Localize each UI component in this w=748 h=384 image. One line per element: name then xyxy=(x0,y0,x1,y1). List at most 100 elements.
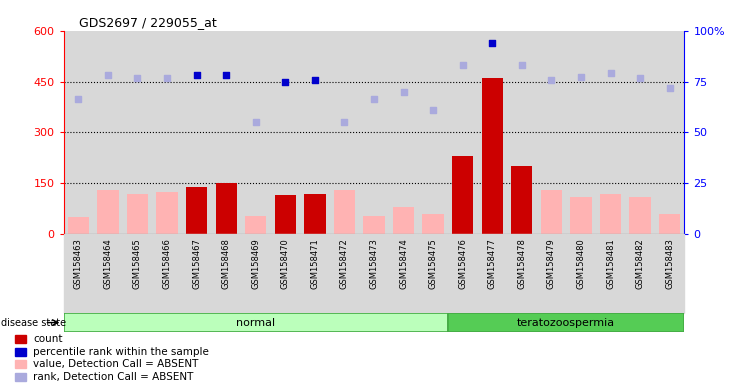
Text: GSM158478: GSM158478 xyxy=(518,238,527,289)
Bar xyxy=(536,234,566,313)
Bar xyxy=(275,195,296,234)
Bar xyxy=(215,184,237,234)
Text: GSM158479: GSM158479 xyxy=(547,238,556,289)
Bar xyxy=(600,194,621,234)
Bar xyxy=(507,234,536,313)
Point xyxy=(73,96,85,102)
FancyBboxPatch shape xyxy=(448,313,684,332)
Bar xyxy=(595,234,625,313)
Point xyxy=(132,75,144,81)
Point xyxy=(102,72,114,78)
Text: teratozoospermia: teratozoospermia xyxy=(517,318,615,328)
Bar xyxy=(182,31,212,234)
Bar xyxy=(566,234,595,313)
Text: value, Detection Call = ABSENT: value, Detection Call = ABSENT xyxy=(34,359,199,369)
Bar xyxy=(330,234,359,313)
Bar xyxy=(245,215,266,234)
Bar xyxy=(629,197,651,234)
Text: GSM158472: GSM158472 xyxy=(340,238,349,289)
Bar xyxy=(393,207,414,234)
Bar xyxy=(241,31,271,234)
Bar xyxy=(64,234,94,313)
Bar xyxy=(541,190,562,234)
Point xyxy=(516,61,528,68)
Point xyxy=(220,72,232,78)
Bar xyxy=(156,192,178,234)
Text: GSM158469: GSM158469 xyxy=(251,238,260,289)
Text: rank, Detection Call = ABSENT: rank, Detection Call = ABSENT xyxy=(34,371,194,382)
Bar xyxy=(418,31,448,234)
Bar xyxy=(625,31,654,234)
Bar xyxy=(477,31,507,234)
Bar xyxy=(566,31,595,234)
Bar xyxy=(68,217,89,234)
Text: disease state: disease state xyxy=(1,318,66,328)
Bar xyxy=(452,156,473,234)
Point xyxy=(279,79,291,85)
Bar xyxy=(418,234,448,313)
Bar xyxy=(654,234,684,313)
Bar xyxy=(364,215,384,234)
Text: GSM158476: GSM158476 xyxy=(459,238,468,289)
Text: GSM158481: GSM158481 xyxy=(606,238,615,289)
Bar xyxy=(97,190,119,234)
Point xyxy=(191,72,203,78)
Bar xyxy=(423,214,444,234)
Bar xyxy=(212,31,241,234)
Text: percentile rank within the sample: percentile rank within the sample xyxy=(34,346,209,357)
Bar xyxy=(212,234,241,313)
Bar xyxy=(94,31,123,234)
Bar xyxy=(389,234,418,313)
Text: GSM158464: GSM158464 xyxy=(103,238,112,289)
Bar xyxy=(389,31,418,234)
Bar xyxy=(659,214,680,234)
Bar xyxy=(94,234,123,313)
Point xyxy=(604,70,616,76)
Point xyxy=(368,96,380,102)
Text: GSM158463: GSM158463 xyxy=(74,238,83,289)
Bar xyxy=(625,234,654,313)
Bar xyxy=(507,31,536,234)
Bar xyxy=(570,197,592,234)
Point xyxy=(545,77,557,83)
Point xyxy=(634,75,646,81)
Text: GSM158466: GSM158466 xyxy=(162,238,171,289)
Point xyxy=(427,108,439,114)
FancyBboxPatch shape xyxy=(64,313,448,332)
Point xyxy=(398,89,410,95)
Text: GSM158477: GSM158477 xyxy=(488,238,497,289)
Bar xyxy=(127,194,148,234)
Bar xyxy=(15,360,26,368)
Bar xyxy=(153,31,182,234)
Point xyxy=(338,119,350,125)
Bar xyxy=(300,31,330,234)
Bar xyxy=(536,31,566,234)
Point xyxy=(309,77,321,83)
Text: GSM158482: GSM158482 xyxy=(636,238,645,289)
Text: GSM158483: GSM158483 xyxy=(665,238,674,289)
Bar xyxy=(123,234,153,313)
Text: GSM158468: GSM158468 xyxy=(221,238,230,289)
Text: GSM158470: GSM158470 xyxy=(280,238,289,289)
Bar xyxy=(271,234,300,313)
Text: GSM158465: GSM158465 xyxy=(133,238,142,289)
Bar xyxy=(300,234,330,313)
Bar xyxy=(64,31,94,234)
Text: GSM158473: GSM158473 xyxy=(370,238,378,289)
Bar xyxy=(271,31,300,234)
Bar xyxy=(448,234,477,313)
Bar xyxy=(359,234,389,313)
Bar xyxy=(186,187,207,234)
Bar xyxy=(123,31,153,234)
Point xyxy=(575,73,587,79)
Bar xyxy=(334,190,355,234)
Bar xyxy=(304,194,325,234)
Text: count: count xyxy=(34,334,63,344)
Point xyxy=(161,75,173,81)
Bar xyxy=(330,31,359,234)
Text: GSM158471: GSM158471 xyxy=(310,238,319,289)
Bar xyxy=(241,234,271,313)
Point xyxy=(663,85,675,91)
Point xyxy=(457,61,469,68)
Text: normal: normal xyxy=(236,318,275,328)
